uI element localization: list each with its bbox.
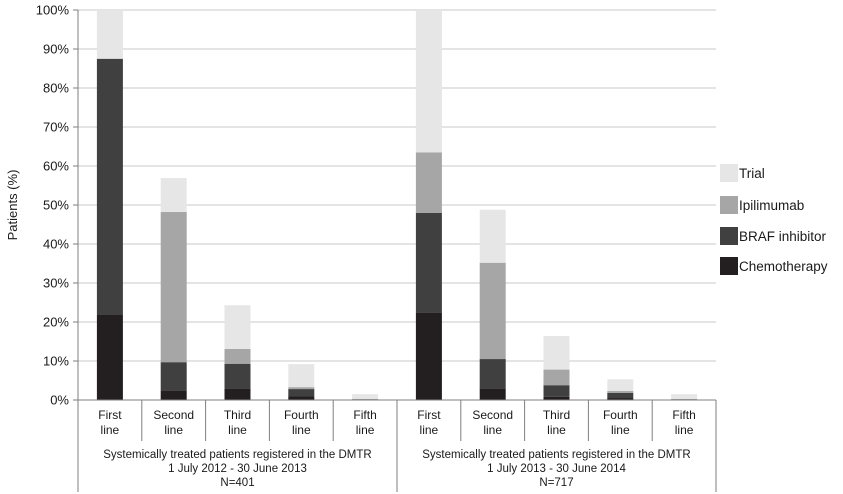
bar-segment-chemotherapy bbox=[160, 390, 187, 400]
group-label: 1 July 2013 - 30 June 2014 bbox=[487, 463, 626, 475]
x-tick-label: Second bbox=[153, 408, 194, 422]
y-tick-label: 90% bbox=[43, 42, 69, 57]
x-tick-label: line bbox=[164, 423, 183, 437]
group-label: 1 July 2012 - 30 June 2013 bbox=[168, 463, 307, 475]
bar-segment-ipilimumab bbox=[671, 398, 698, 400]
bar-segment-trial bbox=[160, 178, 187, 213]
bar-segment-ipilimumab bbox=[288, 387, 315, 390]
x-tick-label: line bbox=[292, 423, 311, 437]
x-tick-label: line bbox=[228, 423, 247, 437]
y-axis-ticks: 0% 10% 20% 30% 40% 50% 60% 70% 80% 90% 100% bbox=[36, 3, 79, 408]
bar-segment-trial bbox=[288, 364, 315, 388]
x-tick-label: Fourth bbox=[603, 408, 638, 422]
bar-segment-braf-inhibitor bbox=[96, 58, 123, 315]
y-tick-label: 0% bbox=[50, 393, 69, 408]
group-label: N=717 bbox=[539, 477, 573, 489]
y-tick-label: 70% bbox=[43, 120, 69, 135]
bar-segment-chemotherapy bbox=[224, 388, 251, 400]
x-tick-label: line bbox=[675, 423, 694, 437]
group-label: N=401 bbox=[220, 477, 254, 489]
bar-segment-ipilimumab bbox=[415, 152, 442, 213]
bar-segment-braf-inhibitor bbox=[224, 363, 251, 389]
bar-segment-chemotherapy bbox=[415, 312, 442, 400]
y-tick-label: 60% bbox=[43, 159, 69, 174]
legend: Trial Ipilimumab BRAF inhibitor Chemotherap… bbox=[720, 164, 828, 275]
bar-segment-braf-inhibitor bbox=[607, 392, 634, 399]
y-tick-label: 80% bbox=[43, 81, 69, 96]
legend-label: Trial bbox=[739, 166, 765, 181]
bar-segment-chemotherapy bbox=[96, 314, 123, 400]
x-axis: FirstlineSecondlineThirdlineFourthlineFi… bbox=[77, 399, 717, 492]
legend-label: BRAF inhibitor bbox=[739, 229, 827, 244]
bar-segment-chemotherapy bbox=[479, 388, 506, 400]
legend-swatch bbox=[720, 227, 738, 245]
bars bbox=[96, 10, 698, 400]
bar-segment-braf-inhibitor bbox=[479, 359, 506, 389]
bar-segment-braf-inhibitor bbox=[543, 385, 570, 397]
x-tick-label: line bbox=[356, 423, 375, 437]
x-tick-label: Third bbox=[543, 408, 570, 422]
x-tick-label: line bbox=[101, 423, 120, 437]
group-label: Systemically treated patients registered… bbox=[422, 449, 690, 461]
y-tick-label: 30% bbox=[43, 276, 69, 291]
bar-segment-trial bbox=[607, 379, 634, 392]
y-tick-label: 40% bbox=[43, 237, 69, 252]
legend-swatch bbox=[720, 164, 738, 182]
bar-segment-braf-inhibitor bbox=[415, 212, 442, 313]
y-tick-label: 20% bbox=[43, 315, 69, 330]
bar-segment-trial bbox=[479, 209, 506, 263]
x-tick-label: First bbox=[98, 408, 122, 422]
y-tick-label: 10% bbox=[43, 354, 69, 369]
bar-segment-trial bbox=[671, 394, 698, 399]
x-tick-label: First bbox=[417, 408, 441, 422]
bar-segment-braf-inhibitor bbox=[160, 362, 187, 391]
bar-segment-ipilimumab bbox=[224, 348, 251, 364]
bar-segment-trial bbox=[352, 394, 379, 399]
bar-segment-ipilimumab bbox=[352, 398, 379, 400]
bar-segment-trial bbox=[224, 305, 251, 349]
x-tick-label: Fourth bbox=[284, 408, 319, 422]
bar-segment-trial bbox=[543, 336, 570, 370]
bar-segment-braf-inhibitor bbox=[288, 389, 315, 397]
bar-segment-ipilimumab bbox=[160, 212, 187, 363]
group-label: Systemically treated patients registered… bbox=[103, 449, 371, 461]
legend-label: Chemotherapy bbox=[739, 259, 828, 274]
x-tick-label: line bbox=[611, 423, 630, 437]
legend-swatch bbox=[720, 196, 738, 214]
y-axis-label: Patients (%) bbox=[5, 170, 20, 241]
x-tick-label: Fifth bbox=[672, 408, 695, 422]
legend-label: Ipilimumab bbox=[739, 198, 804, 213]
bar-segment-ipilimumab bbox=[479, 262, 506, 360]
bar-segment-ipilimumab bbox=[543, 369, 570, 386]
y-tick-label: 100% bbox=[36, 3, 70, 18]
bar-segment-ipilimumab bbox=[607, 391, 634, 393]
x-tick-label: line bbox=[547, 423, 566, 437]
x-tick-label: line bbox=[420, 423, 439, 437]
x-tick-label: Fifth bbox=[353, 408, 376, 422]
x-tick-label: Second bbox=[472, 408, 513, 422]
legend-swatch bbox=[720, 257, 738, 275]
x-tick-label: Third bbox=[224, 408, 251, 422]
bar-segment-chemotherapy bbox=[607, 398, 634, 400]
bar-segment-chemotherapy bbox=[288, 396, 315, 400]
y-tick-label: 50% bbox=[43, 198, 69, 213]
bar-segment-trial bbox=[415, 10, 442, 153]
x-tick-label: line bbox=[483, 423, 502, 437]
bar-segment-trial bbox=[96, 10, 123, 59]
bar-segment-chemotherapy bbox=[543, 396, 570, 400]
